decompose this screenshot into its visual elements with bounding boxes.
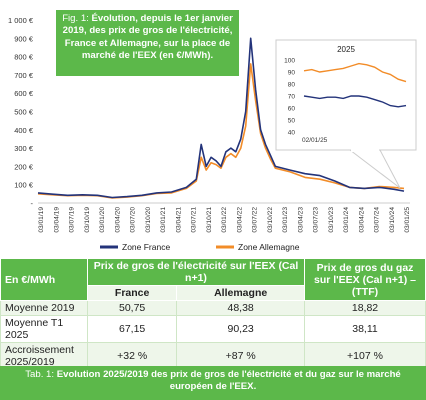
- figure-prefix: Fig. 1:: [62, 13, 92, 24]
- elec-header: Prix de gros de l'électricité sur l'EEX …: [87, 258, 305, 286]
- cell-france: +32 %: [86, 342, 178, 370]
- x-tick-label: 03/01/24: [343, 207, 350, 233]
- main-chart-axes: - 100 € 200 € 300 € 400 € 500 € 600 € 700 € 800 …: [8, 16, 411, 233]
- inset-y-tick-label: 90: [288, 70, 296, 77]
- legend-label-france: Zone France: [122, 242, 170, 252]
- y-tick-label: 600 €: [14, 89, 34, 98]
- y-tick-label: 200 €: [14, 162, 34, 171]
- y-tick-label: 100 €: [14, 181, 34, 190]
- inset-title: 2025: [337, 45, 355, 54]
- cell-gas: +107 %: [304, 342, 426, 370]
- cell-allemagne: 48,38: [176, 300, 305, 316]
- main-chart-lines: [37, 37, 405, 199]
- inset-y-tick-label: 100: [284, 58, 295, 65]
- y-tick-label: 400 €: [14, 126, 34, 135]
- x-tick-label: 03/07/20: [130, 207, 137, 233]
- inset-pointer-mask: [351, 149, 379, 152]
- x-tick-label: 03/01/22: [221, 207, 228, 233]
- cell-allemagne: 90,23: [176, 315, 305, 343]
- series-line-france: [37, 37, 405, 199]
- subheader-france: France: [86, 285, 178, 301]
- y-tick-label: 700 €: [14, 71, 34, 80]
- x-tick-label: 03/10/21: [206, 207, 213, 233]
- x-tick-label: 03/04/20: [114, 207, 121, 233]
- chart-legend: Zone France Zone Allemagne: [100, 242, 300, 252]
- inset-y-tick-label: 40: [288, 130, 296, 137]
- y-tick-label: 900 €: [14, 34, 34, 43]
- x-tick-label: 03/04/24: [358, 207, 365, 233]
- x-tick-label: 03/04/19: [53, 207, 60, 233]
- legend-label-allemagne: Zone Allemagne: [238, 242, 300, 252]
- x-tick-label: 03/10/19: [84, 207, 91, 233]
- x-tick-label: 03/07/23: [313, 207, 320, 233]
- x-tick-label: 03/01/21: [160, 207, 167, 233]
- x-tick-label: 03/04/23: [297, 207, 304, 233]
- x-tick-label: 03/07/22: [252, 207, 259, 233]
- cell-france: 50,75: [86, 300, 178, 316]
- unit-header: En €/MWh: [0, 258, 88, 301]
- y-tick-label: 300 €: [14, 144, 34, 153]
- table-row: Moyenne 2019 50,75 48,38 18,82: [0, 300, 426, 316]
- row-label: Accroissement 2025/2019: [0, 342, 88, 370]
- y-tick-label: 1 000 €: [8, 16, 34, 25]
- table-row: Moyenne T1 2025 67,15 90,23 38,11: [0, 315, 426, 343]
- y-tick-label: 800 €: [14, 53, 34, 62]
- caption-prefix: Tab. 1:: [25, 369, 57, 380]
- inset-y-tick-label: 80: [288, 82, 296, 89]
- cell-allemagne: +87 %: [176, 342, 305, 370]
- y-tick-label: 500 €: [14, 108, 34, 117]
- cell-gas: 18,82: [304, 300, 426, 316]
- table-caption: Tab. 1: Evolution 2025/2019 des prix de …: [0, 366, 426, 400]
- x-tick-label: 03/01/23: [282, 207, 289, 233]
- inset-chart: 2025 40 50 60 70 80 90 100 02/01/25: [275, 39, 417, 189]
- inset-x-tick-label: 02/01/25: [302, 137, 328, 144]
- inset-pointer: [348, 149, 401, 189]
- inset-line-allemagne: [303, 62, 407, 83]
- x-tick-label: 03/01/25: [404, 207, 411, 233]
- figure-title-box: Fig. 1: Évolution, depuis le 1er janvier…: [56, 10, 239, 76]
- x-tick-label: 03/07/19: [69, 207, 76, 233]
- table-row: Accroissement 2025/2019 +32 % +87 % +107…: [0, 342, 426, 370]
- row-label: Moyenne 2019: [0, 300, 88, 316]
- x-tick-label: 03/10/24: [389, 207, 396, 233]
- figure-title: Évolution, depuis le 1er janvier 2019, d…: [62, 13, 233, 62]
- x-tick-label: 03/04/21: [175, 207, 182, 233]
- inset-y-tick-label: 60: [288, 106, 296, 113]
- x-tick-label: 03/01/20: [99, 207, 106, 233]
- row-label: Moyenne T1 2025: [0, 315, 88, 343]
- inset-y-tick-label: 50: [288, 118, 296, 125]
- x-tick-label: 03/10/23: [328, 207, 335, 233]
- x-tick-label: 03/01/19: [38, 207, 45, 233]
- x-tick-label: 03/04/22: [236, 207, 243, 233]
- x-tick-label: 03/07/24: [374, 207, 381, 233]
- inset-frame: [275, 39, 417, 151]
- inset-line-france: [303, 95, 407, 108]
- gas-header: Prix de gros du gaz sur l'EEX (Cal n+1) …: [304, 258, 426, 301]
- x-tick-label: 03/10/22: [267, 207, 274, 233]
- x-tick-label: 03/10/20: [145, 207, 152, 233]
- inset-y-tick-label: 70: [288, 94, 296, 101]
- caption-text: Evolution 2025/2019 des prix de gros de …: [56, 369, 401, 392]
- cell-france: 67,15: [86, 315, 178, 343]
- x-tick-label: 03/07/21: [191, 207, 198, 233]
- price-table: En €/MWh Prix de gros de l'électricité s…: [0, 258, 426, 370]
- price-chart: - 100 € 200 € 300 € 400 € 500 € 600 € 700 € 800 …: [8, 16, 417, 252]
- cell-gas: 38,11: [304, 315, 426, 343]
- y-tick-label: -: [31, 199, 34, 208]
- subheader-allemagne: Allemagne: [176, 285, 305, 301]
